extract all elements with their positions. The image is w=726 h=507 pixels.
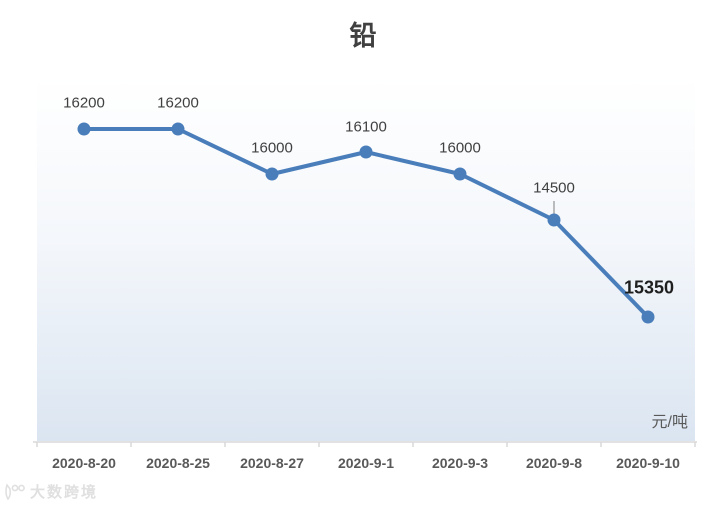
data-label: 16000 — [439, 139, 481, 157]
data-label: 14500 — [533, 179, 575, 197]
watermark: 大数跨境 — [4, 481, 98, 502]
data-label: 16200 — [63, 94, 105, 112]
watermark-logo-icon — [4, 482, 26, 501]
data-label: 16200 — [157, 94, 199, 112]
data-point-marker — [641, 310, 655, 324]
plot-area-background — [37, 76, 695, 441]
x-axis-label: 2020-8-25 — [146, 455, 210, 471]
data-point-marker — [171, 122, 185, 136]
watermark-brand: 大数跨境 — [30, 484, 99, 501]
data-point-marker — [265, 167, 279, 181]
data-point-marker — [453, 167, 467, 181]
data-label: 16000 — [251, 139, 293, 157]
x-axis-label: 2020-9-10 — [616, 455, 680, 471]
x-axis-label: 2020-8-20 — [52, 455, 116, 471]
x-axis-label: 2020-9-1 — [337, 455, 395, 471]
chart-title: 铅 — [349, 21, 377, 51]
data-point-marker — [547, 213, 561, 227]
x-axis-label: 2020-8-27 — [240, 455, 304, 471]
x-axis-label: 2020-9-3 — [431, 455, 489, 471]
x-axis-label: 2020-9-8 — [525, 455, 583, 471]
data-label: 15350 — [623, 277, 675, 298]
unit-label: 元/吨 — [651, 414, 688, 431]
data-point-marker — [77, 122, 91, 136]
data-label: 16100 — [345, 118, 387, 136]
data-point-marker — [359, 145, 373, 159]
